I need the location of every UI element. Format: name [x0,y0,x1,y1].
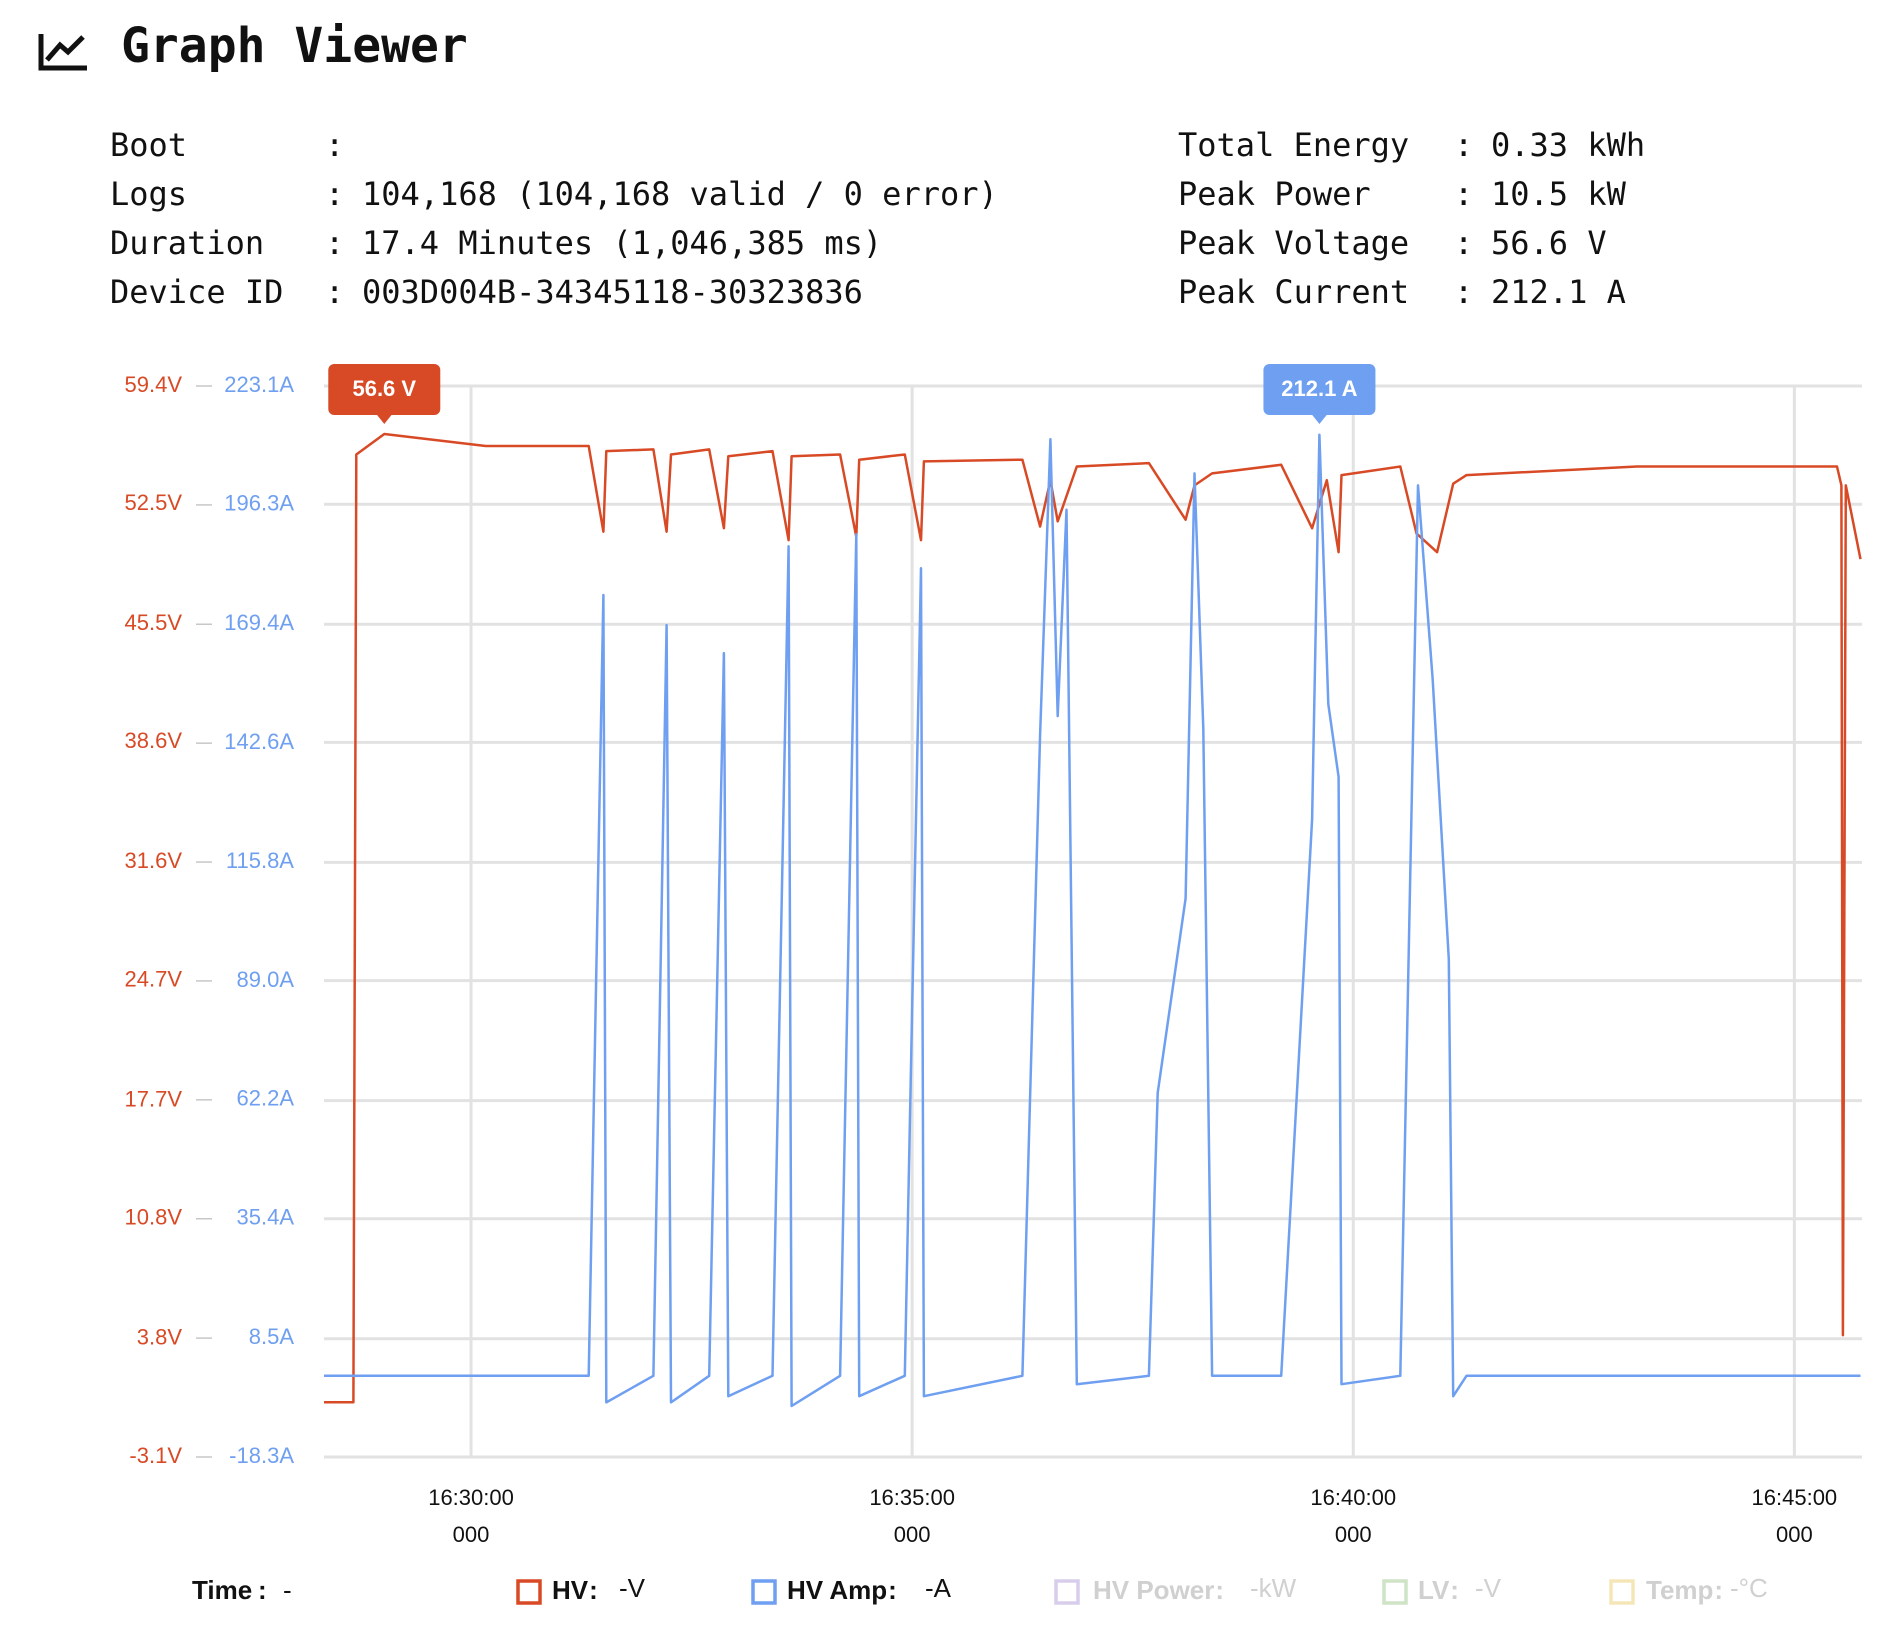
info-value: 0.33 kWh [1491,126,1645,164]
y2-tick-label: 196.3A [224,491,294,516]
info-label: Logs [110,175,187,213]
info-colon: : [325,224,344,262]
y2-tick-label: 35.4A [237,1205,295,1230]
y-tick-label: 31.6V [125,848,183,873]
info-value: 212.1 A [1491,273,1626,311]
info-value: 003D004B-34345118-30323836 [362,273,863,311]
series-line [324,433,1861,1408]
info-label: Device ID [110,273,283,311]
legend-readout: -kW [1250,1573,1297,1603]
y-tick-label: -3.1V [129,1443,182,1468]
y-tick-label: 10.8V [125,1205,183,1230]
legend-label: HV [552,1575,589,1605]
y2-tick-label: 89.0A [237,967,295,992]
info-value: 17.4 Minutes (1,046,385 ms) [362,224,882,262]
legend-label: LV [1418,1575,1450,1605]
info-colon: : [1454,273,1473,311]
legend-colon: : [589,1575,598,1605]
y2-tick-label: 169.4A [224,610,294,635]
x-tick-sublabel: 000 [894,1522,931,1547]
legend-colon: : [1215,1575,1224,1605]
annotation-box [328,364,441,415]
legend-swatch [1382,1579,1408,1605]
y-tick-label: 3.8V [137,1325,183,1350]
legend-readout: -°C [1730,1573,1768,1603]
legend-colon: : [888,1575,897,1605]
page-title: Graph Viewer [121,18,468,74]
y-tick-label: 24.7V [125,966,183,991]
info-colon: : [1454,126,1473,164]
info-label: Peak Current [1178,273,1409,311]
legend-label: HV Amp [787,1575,887,1605]
info-label: Total Energy [1178,126,1409,164]
header-icon [38,34,87,71]
y2-tick-label: -18.3A [229,1443,294,1468]
x-tick-label: 16:35:00 [869,1485,955,1510]
legend-colon: : [1450,1575,1459,1605]
legend-colon: : [258,1575,267,1605]
annotation-box [1263,364,1376,415]
legend-label: HV Power [1093,1575,1214,1605]
x-tick-sublabel: 000 [1335,1522,1372,1547]
info-label: Peak Voltage [1178,224,1409,262]
legend-readout: -V [619,1573,646,1603]
info-colon: : [1454,175,1473,213]
info-value: 104,168 (104,168 valid / 0 error) [362,175,998,213]
y2-tick-label: 223.1A [224,372,294,397]
x-tick-sublabel: 000 [453,1522,490,1547]
info-colon: : [325,126,344,164]
series-line [324,432,1862,1404]
info-label: Boot [110,126,187,164]
x-tick-sublabel: 000 [1776,1522,1813,1547]
y-tick-label: 38.6V [125,728,183,753]
legend-readout: - [283,1575,292,1605]
y-tick-label: 45.5V [125,610,183,635]
info-value: 10.5 kW [1491,175,1627,213]
legend-label: Time [192,1575,252,1605]
y2-tick-label: 115.8A [226,848,294,873]
legend-swatch [516,1579,542,1605]
info-label: Duration [110,224,264,262]
legend-swatch [1054,1579,1080,1605]
y2-tick-label: 142.6A [224,729,294,754]
x-tick-label: 16:30:00 [428,1485,514,1510]
y2-tick-label: 62.2A [237,1086,295,1111]
x-tick-label: 16:40:00 [1310,1485,1396,1510]
info-label: Peak Power [1178,175,1371,213]
info-colon: : [325,273,344,311]
annotation-pointer [1311,414,1328,424]
legend-readout: -V [1475,1573,1502,1603]
legend-colon: : [1714,1575,1723,1605]
legend-readout: -A [925,1573,952,1603]
annotation-label: 212.1 A [1281,376,1357,401]
legend-swatch [1609,1579,1635,1605]
info-colon: : [1454,224,1473,262]
info-colon: : [325,175,344,213]
y-tick-label: 59.4V [125,372,183,397]
info-value: 56.6 V [1491,224,1607,262]
x-tick-label: 16:45:00 [1752,1485,1838,1510]
y-tick-label: 17.7V [125,1086,183,1111]
y-tick-label: 52.5V [125,490,183,515]
annotation-label: 56.6 V [352,376,416,401]
y2-tick-label: 8.5A [249,1324,295,1349]
annotation-pointer [376,414,393,424]
legend-label: Temp [1646,1575,1713,1605]
legend-swatch [751,1579,777,1605]
